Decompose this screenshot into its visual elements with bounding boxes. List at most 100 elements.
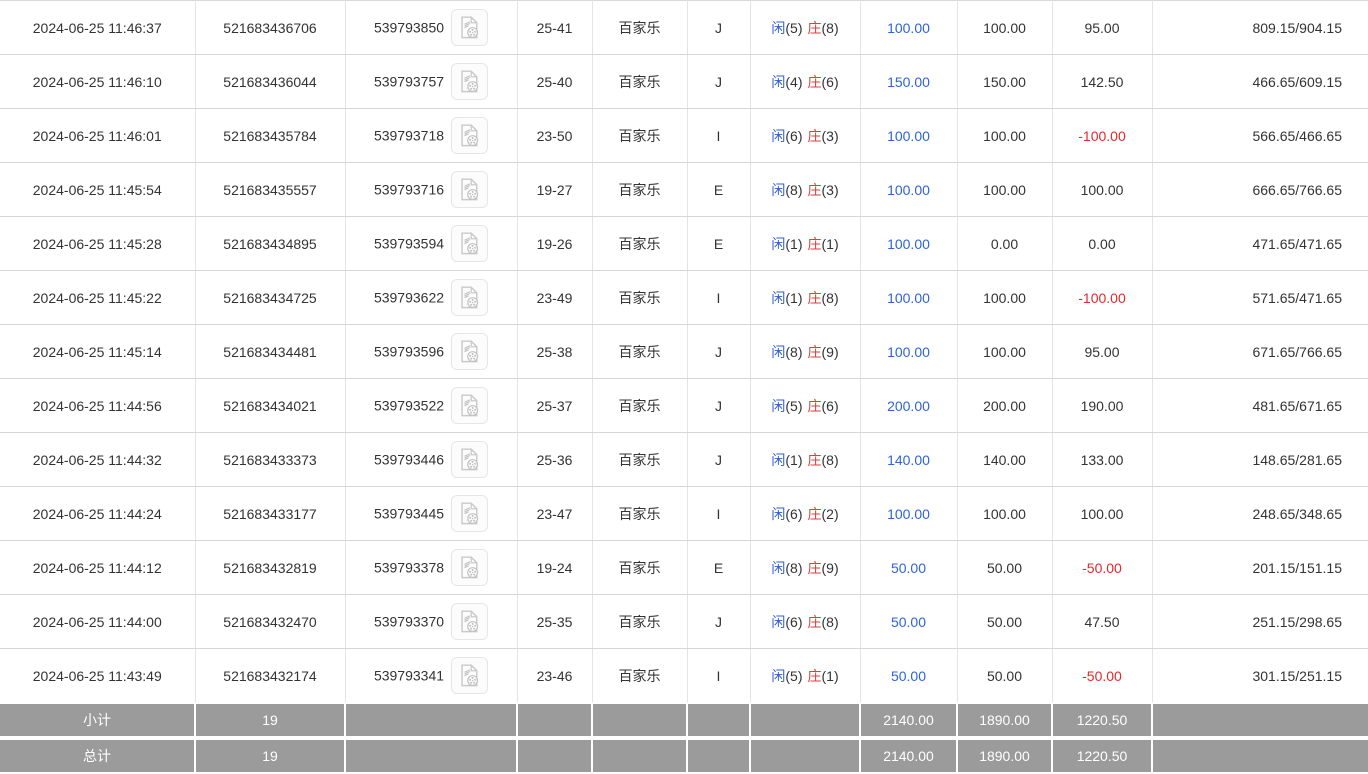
player-count: (6) bbox=[785, 613, 803, 630]
win-loss: -50.00 bbox=[1052, 648, 1153, 704]
empty-cell bbox=[591, 702, 688, 740]
table-row: 2024-06-25 11:46:10 521683436044 5397937… bbox=[0, 54, 1368, 109]
game-number-cell: 539793757 bbox=[345, 54, 518, 109]
empty-cell bbox=[749, 737, 861, 774]
win-loss: -100.00 bbox=[1052, 108, 1153, 163]
valid-amount: 100.00 bbox=[957, 270, 1053, 325]
player-count: (1) bbox=[785, 451, 803, 468]
summary-row: 小计 19 2140.00 1890.00 1220.50 bbox=[0, 702, 1368, 740]
video-replay-button[interactable] bbox=[451, 549, 489, 586]
video-replay-button[interactable] bbox=[451, 333, 489, 370]
game-number: 539793446 bbox=[373, 451, 445, 468]
bet-amount-link[interactable]: 140.00 bbox=[860, 432, 958, 487]
win-loss: -50.00 bbox=[1052, 540, 1153, 595]
game-type: 百家乐 bbox=[592, 216, 688, 271]
order-number: 521683432819 bbox=[195, 540, 346, 595]
player-label: 闲 bbox=[771, 613, 786, 630]
video-file-icon bbox=[461, 610, 479, 633]
summary-win-loss: 1220.50 bbox=[1051, 702, 1153, 740]
video-replay-button[interactable] bbox=[451, 225, 489, 262]
video-replay-button[interactable] bbox=[451, 63, 489, 100]
bet-amount-link[interactable]: 200.00 bbox=[860, 378, 958, 433]
table-round: 23-47 bbox=[517, 486, 593, 541]
bet-amount-link[interactable]: 100.00 bbox=[860, 324, 958, 379]
table-row: 2024-06-25 11:46:37 521683436706 5397938… bbox=[0, 0, 1368, 55]
order-number: 521683432174 bbox=[195, 648, 346, 704]
bet-amount-link[interactable]: 100.00 bbox=[860, 0, 958, 55]
game-type: 百家乐 bbox=[592, 162, 688, 217]
banker-label: 庄 bbox=[807, 559, 822, 576]
summary-bet-amount: 2140.00 bbox=[859, 702, 958, 740]
bet-amount-link[interactable]: 50.00 bbox=[860, 648, 958, 704]
bet-time: 2024-06-25 11:44:12 bbox=[0, 540, 196, 595]
valid-amount: 140.00 bbox=[957, 432, 1053, 487]
video-replay-button[interactable] bbox=[451, 279, 489, 316]
order-number: 521683435557 bbox=[195, 162, 346, 217]
summary-valid-amount: 1890.00 bbox=[956, 702, 1053, 740]
game-number: 539793378 bbox=[373, 559, 445, 576]
video-replay-button[interactable] bbox=[451, 171, 489, 208]
summary-win-loss: 1220.50 bbox=[1051, 737, 1153, 774]
banker-label: 庄 bbox=[807, 667, 822, 684]
video-file-icon bbox=[461, 556, 479, 579]
order-number: 521683436044 bbox=[195, 54, 346, 109]
order-number: 521683434895 bbox=[195, 216, 346, 271]
bet-amount-link[interactable]: 150.00 bbox=[860, 54, 958, 109]
video-replay-button[interactable] bbox=[451, 117, 489, 154]
balance: 566.65/466.65 bbox=[1152, 108, 1368, 163]
bet-amount-link[interactable]: 100.00 bbox=[860, 270, 958, 325]
banker-label: 庄 bbox=[807, 19, 822, 36]
video-replay-button[interactable] bbox=[451, 603, 489, 640]
player-count: (8) bbox=[785, 343, 803, 360]
balance: 671.65/766.65 bbox=[1152, 324, 1368, 379]
bet-result-cell: 闲(4) 庄(6) bbox=[750, 54, 861, 109]
player-count: (8) bbox=[785, 181, 803, 198]
bet-amount-link[interactable]: 50.00 bbox=[860, 540, 958, 595]
player-label: 闲 bbox=[771, 397, 786, 414]
banker-label: 庄 bbox=[807, 235, 822, 252]
game-number: 539793370 bbox=[373, 613, 445, 630]
player-label: 闲 bbox=[771, 505, 786, 522]
video-replay-button[interactable] bbox=[451, 441, 489, 478]
player-count: (1) bbox=[785, 235, 803, 252]
player-label: 闲 bbox=[771, 343, 786, 360]
banker-label: 庄 bbox=[807, 289, 822, 306]
balance: 809.15/904.15 bbox=[1152, 0, 1368, 55]
summary-valid-amount: 1890.00 bbox=[956, 737, 1053, 774]
order-number: 521683433177 bbox=[195, 486, 346, 541]
player-count: (5) bbox=[785, 667, 803, 684]
bet-amount-link[interactable]: 100.00 bbox=[860, 162, 958, 217]
game-type: 百家乐 bbox=[592, 594, 688, 649]
bet-amount-link[interactable]: 50.00 bbox=[860, 594, 958, 649]
video-file-icon bbox=[461, 232, 479, 255]
bet-time: 2024-06-25 11:44:56 bbox=[0, 378, 196, 433]
result-letter: I bbox=[687, 486, 751, 541]
player-count: (5) bbox=[785, 397, 803, 414]
game-number: 539793718 bbox=[373, 127, 445, 144]
balance: 471.65/471.65 bbox=[1152, 216, 1368, 271]
video-replay-button[interactable] bbox=[451, 495, 489, 532]
bet-amount-link[interactable]: 100.00 bbox=[860, 486, 958, 541]
summary-row: 总计 19 2140.00 1890.00 1220.50 bbox=[0, 737, 1368, 774]
empty-cell bbox=[516, 702, 593, 740]
table-round: 19-27 bbox=[517, 162, 593, 217]
empty-cell bbox=[591, 737, 688, 774]
bet-result-cell: 闲(1) 庄(1) bbox=[750, 216, 861, 271]
bet-amount-link[interactable]: 100.00 bbox=[860, 216, 958, 271]
result-letter: J bbox=[687, 378, 751, 433]
game-number-cell: 539793522 bbox=[345, 378, 518, 433]
result-letter: J bbox=[687, 432, 751, 487]
banker-count: (8) bbox=[821, 19, 839, 36]
bet-amount-link[interactable]: 100.00 bbox=[860, 108, 958, 163]
game-number-cell: 539793341 bbox=[345, 648, 518, 704]
bet-result-cell: 闲(6) 庄(2) bbox=[750, 486, 861, 541]
bet-time: 2024-06-25 11:44:00 bbox=[0, 594, 196, 649]
banker-label: 庄 bbox=[807, 397, 822, 414]
bet-time: 2024-06-25 11:46:37 bbox=[0, 0, 196, 55]
video-replay-button[interactable] bbox=[451, 387, 489, 424]
bet-result-cell: 闲(5) 庄(1) bbox=[750, 648, 861, 704]
video-replay-button[interactable] bbox=[451, 9, 489, 46]
empty-cell bbox=[344, 737, 518, 774]
player-count: (4) bbox=[785, 73, 803, 90]
video-replay-button[interactable] bbox=[451, 657, 489, 694]
